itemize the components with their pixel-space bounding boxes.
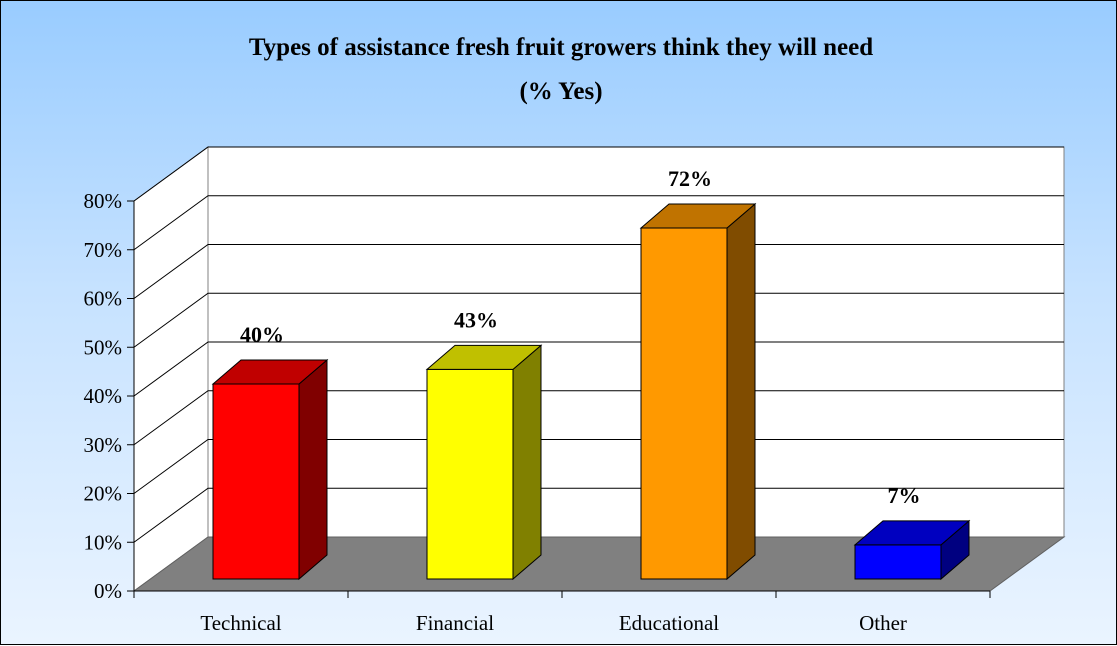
bar-top-educational — [639, 203, 757, 229]
y-tick-label: 20% — [84, 482, 123, 506]
gridline — [133, 146, 1064, 202]
plot-area: 0% 10% 20% 30% 40% 50% 60% 70% 80% 40% Technical 43… — [84, 146, 1066, 635]
bar-technical — [212, 383, 300, 580]
y-tick-label: 70% — [84, 238, 123, 262]
gridline — [133, 390, 1064, 446]
data-label-other: 7% — [888, 483, 921, 508]
gridline — [133, 487, 1064, 543]
bar-other — [854, 544, 942, 580]
bar-top-financial — [425, 344, 543, 370]
data-label-educational: 72% — [668, 166, 712, 191]
gridline — [133, 439, 1064, 494]
chart-title: Types of assistance fresh fruit growers … — [249, 34, 873, 61]
y-tick-label: 30% — [84, 433, 123, 457]
y-tick-label: 80% — [84, 189, 123, 213]
y-tick-label: 0% — [94, 579, 122, 603]
bar-side-technical — [298, 358, 328, 581]
x-tick-label-technical: Technical — [200, 611, 281, 635]
x-tick-label-educational: Educational — [619, 611, 719, 635]
bar-side-financial — [512, 344, 542, 581]
bar-top-other — [853, 520, 971, 546]
data-label-financial: 43% — [454, 307, 498, 332]
bar-side-educational — [726, 202, 756, 581]
x-tick-label-financial: Financial — [416, 611, 494, 635]
data-label-technical: 40% — [240, 322, 284, 347]
y-tick-label: 60% — [84, 287, 123, 311]
y-tick-label: 50% — [84, 335, 123, 359]
y-tick-label: 40% — [84, 384, 123, 408]
gridline — [133, 244, 1064, 299]
gridline — [133, 292, 1064, 348]
bar-financial — [426, 368, 514, 580]
bar-educational — [640, 227, 728, 580]
y-tick-label: 10% — [84, 530, 123, 554]
bar-top-technical — [211, 359, 329, 385]
gridline — [133, 341, 1064, 397]
chart-subtitle: (% Yes) — [519, 78, 602, 105]
x-tick-label-other: Other — [859, 611, 907, 635]
gridline — [133, 195, 1064, 251]
